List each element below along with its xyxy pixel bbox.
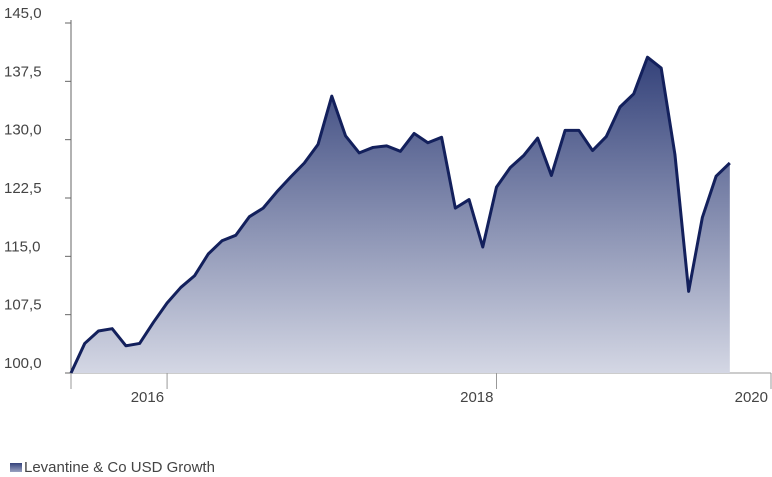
y-tick-label: 145,0 <box>4 5 42 22</box>
legend-label: Levantine & Co USD Growth <box>24 459 215 476</box>
x-axis: 2016 2018 2020 <box>70 372 772 406</box>
y-tick-label: 115,0 <box>4 238 40 255</box>
y-tick-label: 100,0 <box>4 355 42 372</box>
y-tick-label: 122,5 <box>4 180 42 197</box>
area-chart: 100,0 107,5 115,0 122,5 130,0 137,5 145,0 2016… <box>4 5 772 406</box>
y-axis: 100,0 107,5 115,0 122,5 130,0 137,5 145,0 <box>4 5 72 374</box>
series-line <box>69 55 731 374</box>
legend: Levantine & Co USD Growth <box>10 459 215 476</box>
x-tick-label: 2018 <box>460 389 493 406</box>
x-tick-label: 2020 <box>735 389 768 406</box>
y-tick-label: 107,5 <box>4 297 42 314</box>
x-tick-label: 2016 <box>131 389 164 406</box>
y-tick-label: 130,0 <box>4 122 42 139</box>
series-area-fill <box>71 57 730 373</box>
legend-swatch <box>10 463 22 472</box>
y-tick-label: 137,5 <box>4 63 42 80</box>
